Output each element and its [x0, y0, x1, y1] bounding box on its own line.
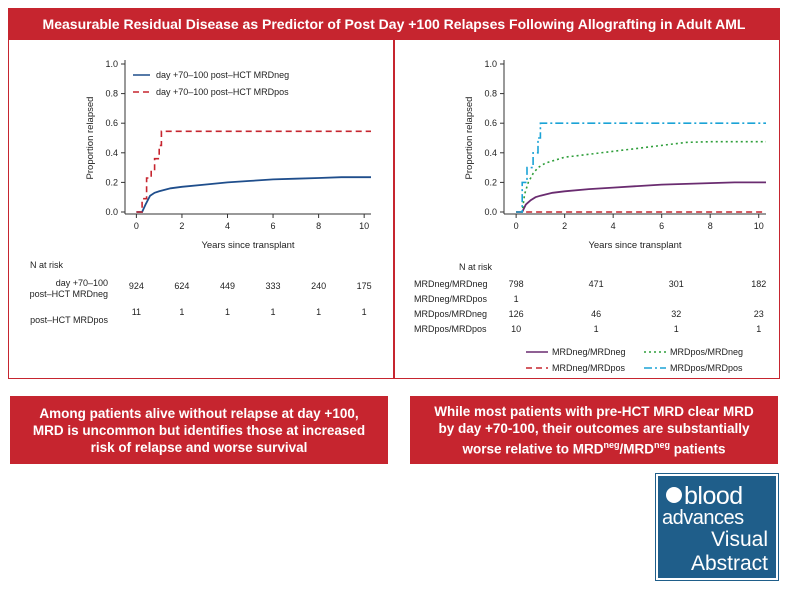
- right-risk-value-0-2: 301: [669, 279, 684, 289]
- right-risk-value-0-0: 798: [509, 279, 524, 289]
- conclusion-right-line-3: worse relative to MRDneg/MRDneg patients: [462, 437, 725, 458]
- left-chart-x-tick-label: 10: [359, 221, 369, 231]
- right-legend-label-2: MRDneg/MRDpos: [552, 363, 626, 373]
- left-chart-x-tick-label: 4: [225, 221, 230, 231]
- conclusion-left-line-1: Among patients alive without relapse at …: [39, 405, 359, 421]
- right-panel-frame: [394, 40, 780, 379]
- right-legend-label-1: MRDpos/MRDneg: [670, 347, 743, 357]
- conclusion-right-line-2: by day +70-100, their outcomes are subst…: [438, 420, 750, 436]
- left-chart-y-tick-label: 0.2: [105, 177, 118, 187]
- sup-neg-2: neg: [654, 439, 671, 450]
- right-risk-value-3-0: 10: [511, 324, 521, 334]
- right-chart-y-tick-label: 1.0: [484, 59, 497, 69]
- left-risk-value-0-0: 924: [129, 281, 144, 291]
- left-risk-value-1-0: 11: [132, 307, 141, 317]
- banner-title: Measurable Residual Disease as Predictor…: [42, 16, 746, 32]
- left-legend-label-1: day +70–100 post–HCT MRDpos: [156, 87, 289, 97]
- left-chart-x-tick-label: 8: [316, 221, 321, 231]
- right-risk-label-3: MRDpos/MRDpos: [414, 324, 487, 334]
- right-chart-y-tick-label: 0.0: [484, 207, 497, 217]
- line3-prefix: worse relative to MRD: [462, 441, 604, 457]
- left-chart-y-tick-label: 0.4: [105, 148, 118, 158]
- left-risk-value-0-1: 624: [174, 281, 189, 291]
- right-risk-label-2: MRDpos/MRDneg: [414, 309, 487, 319]
- right-risk-value-2-2: 32: [671, 309, 681, 319]
- left-risk-value-1-2: 1: [225, 307, 230, 317]
- left-chart-y-tick-label: 0.8: [105, 89, 118, 99]
- left-chart-x-tick-label: 0: [134, 221, 139, 231]
- right-chart-y-tick-label: 0.6: [484, 118, 497, 128]
- right-chart-y-axis-label: Proportion relapsed: [464, 97, 475, 180]
- conclusion-left: Among patients alive without relapse at …: [10, 396, 388, 464]
- right-risk-label-0: MRDneg/MRDneg: [414, 279, 488, 289]
- left-legend-label-0: day +70–100 post–HCT MRDneg: [156, 70, 289, 80]
- left-chart-y-tick-label: 0.6: [105, 118, 118, 128]
- title-banner: Measurable Residual Disease as Predictor…: [8, 8, 780, 40]
- left-risk-value-0-5: 175: [357, 281, 372, 291]
- left-chart-x-axis-label: Years since transplant: [201, 240, 294, 251]
- left-risk-value-1-5: 1: [362, 307, 367, 317]
- left-chart-y-tick-label: 1.0: [105, 59, 118, 69]
- left-panel-frame: [8, 40, 394, 379]
- left-risk-label-0-1: post–HCT MRDneg: [30, 289, 108, 299]
- right-chart-x-tick-label: 6: [659, 221, 664, 231]
- chart-left: 0.0 0.2 0.4 0.6 0.8 1.0 0 2 4 6 8 10 Years since tra…: [30, 59, 372, 325]
- logo-line-2: advances: [662, 507, 744, 529]
- left-risk-value-1-1: 1: [179, 307, 184, 317]
- left-risk-value-0-4: 240: [311, 281, 326, 291]
- right-chart-x-tick-label: 0: [514, 221, 519, 231]
- blood-drop-icon: [666, 487, 682, 504]
- left-chart-y-axis-label: Proportion relapsed: [85, 97, 96, 180]
- logo-line-3: Visual: [711, 528, 768, 551]
- right-chart-y-tick-label: 0.2: [484, 177, 497, 187]
- right-risk-value-2-3: 23: [754, 309, 764, 319]
- right-risk-value-1-0: 1: [514, 294, 519, 304]
- right-chart-y-tick-label: 0.4: [484, 148, 497, 158]
- right-legend-label-3: MRDpos/MRDpos: [670, 363, 743, 373]
- right-risk-value-3-2: 1: [674, 324, 679, 334]
- blood-advances-logo: blood advances Visual Abstract: [655, 473, 779, 581]
- left-risk-header: N at risk: [30, 260, 64, 270]
- right-risk-value-3-3: 1: [756, 324, 761, 334]
- left-chart-y-tick-label: 0.0: [105, 207, 118, 217]
- left-risk-value-0-3: 333: [266, 281, 281, 291]
- line3-slash: /MRD: [619, 441, 655, 457]
- sup-neg-1: neg: [603, 439, 620, 450]
- right-risk-label-1: MRDneg/MRDpos: [414, 294, 488, 304]
- conclusion-right: While most patients with pre-HCT MRD cle…: [410, 396, 778, 464]
- right-chart-x-tick-label: 4: [611, 221, 616, 231]
- left-chart-x-tick-label: 2: [179, 221, 184, 231]
- right-chart-x-tick-label: 8: [708, 221, 713, 231]
- right-risk-value-3-1: 1: [594, 324, 599, 334]
- right-risk-header: N at risk: [459, 262, 493, 272]
- left-risk-value-1-3: 1: [271, 307, 276, 317]
- right-risk-value-2-1: 46: [591, 309, 601, 319]
- left-risk-label-0-0: day +70–100: [56, 278, 108, 288]
- left-risk-label-1-1: post–HCT MRDpos: [30, 315, 108, 325]
- left-chart-series-1-line: [136, 130, 371, 213]
- right-risk-value-2-0: 126: [509, 309, 524, 319]
- logo-line-1: blood: [684, 482, 743, 510]
- right-chart-series-0-line: [516, 181, 766, 213]
- line3-suffix: patients: [670, 441, 726, 457]
- right-chart-series-3-line: [516, 122, 766, 213]
- conclusion-left-line-3: risk of relapse and worse survival: [90, 439, 308, 455]
- right-chart-series-1-line: [516, 140, 766, 213]
- right-legend-label-0: MRDneg/MRDneg: [552, 347, 626, 357]
- right-chart-x-tick-label: 2: [562, 221, 567, 231]
- right-chart-y-tick-label: 0.8: [484, 89, 497, 99]
- left-chart-series-0-line: [136, 176, 371, 213]
- right-risk-value-0-1: 471: [589, 279, 604, 289]
- right-chart-x-axis-label: Years since transplant: [588, 240, 681, 251]
- right-risk-value-0-3: 182: [751, 279, 766, 289]
- conclusion-right-line-1: While most patients with pre-HCT MRD cle…: [434, 403, 754, 419]
- left-chart-x-tick-label: 6: [271, 221, 276, 231]
- conclusion-left-line-2: MRD is uncommon but identifies those at …: [32, 422, 366, 438]
- logo-line-4: Abstract: [690, 552, 768, 575]
- left-risk-value-1-4: 1: [316, 307, 321, 317]
- left-risk-value-0-2: 449: [220, 281, 235, 291]
- right-chart-x-tick-label: 10: [754, 221, 764, 231]
